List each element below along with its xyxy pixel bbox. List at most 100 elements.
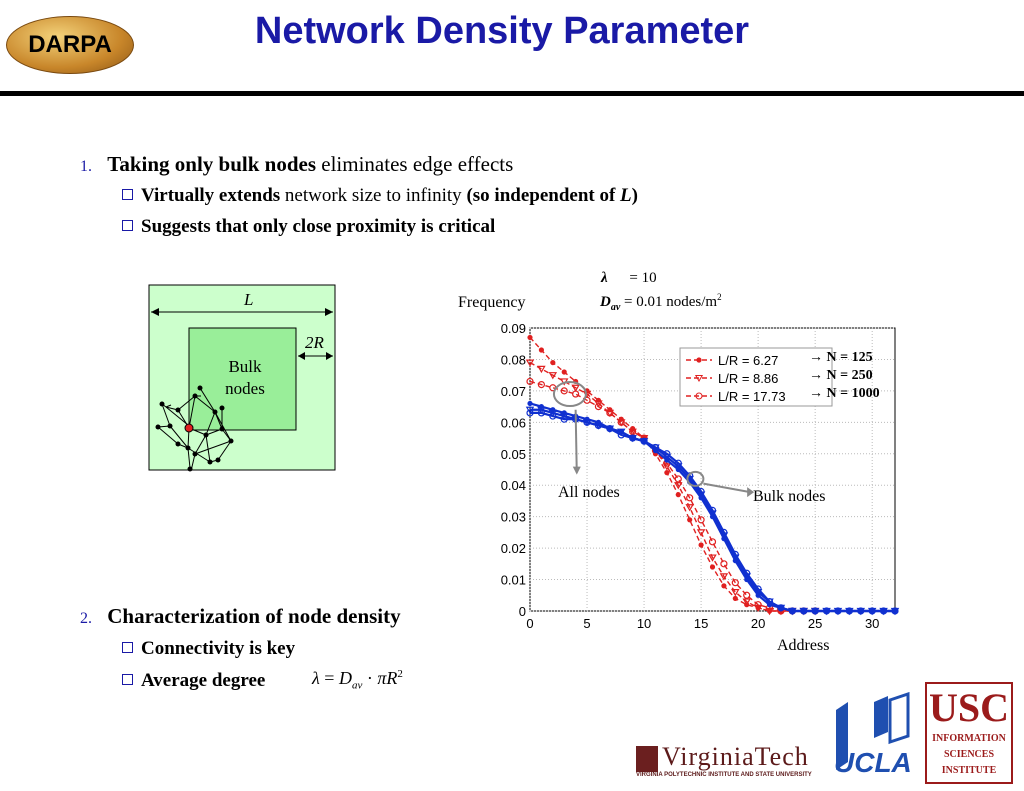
data-point (857, 607, 865, 615)
sub1-rest: network size to infinity (280, 185, 467, 206)
virginia-tech-logo: VirginiaTech (662, 742, 809, 771)
bullet-1-sub-1: Virtually extends network size to infini… (122, 185, 638, 207)
data-point (765, 597, 774, 606)
data-point (617, 431, 625, 439)
formula-eq: = (324, 668, 335, 688)
y-tick-label: 0.09 (501, 321, 526, 336)
y-tick-label: 0.01 (501, 573, 526, 588)
all-nodes-annotation: All nodes (558, 484, 620, 501)
data-point (527, 334, 533, 341)
square-bullet-icon (122, 642, 133, 653)
x-tick-label: 10 (637, 616, 651, 631)
L-arrowhead-left (151, 308, 159, 316)
data-point (685, 504, 694, 512)
darpa-logo: DARPA (6, 16, 134, 74)
series-line (529, 380, 816, 612)
virginia-tech-shield-icon (636, 746, 658, 772)
data-point (606, 425, 614, 433)
bulk-area (188, 327, 297, 431)
data-point (708, 506, 717, 514)
density-param: Dav = 0.01 nodes/m2 (600, 292, 722, 313)
x-tick-label: 20 (751, 616, 765, 631)
data-point (571, 384, 580, 392)
data-point (743, 591, 751, 599)
data-point (550, 359, 556, 366)
data-point (697, 487, 705, 496)
bullet-2: 2. Characterization of node density (80, 604, 401, 629)
data-point (732, 595, 738, 602)
square-bullet-icon (122, 220, 133, 231)
formula-dot: · (366, 668, 373, 688)
data-point (800, 607, 808, 615)
N-labels: → N = 125 → N = 250 → N = 1000 (809, 349, 880, 403)
y-tick-label: 0 (519, 604, 526, 619)
data-point (698, 542, 704, 548)
graph-nodes (155, 385, 234, 472)
data-point (811, 607, 819, 615)
n250-label: → N = 250 (809, 368, 873, 383)
data-point (617, 418, 625, 426)
b2-sub2-text: Average degree (141, 670, 266, 691)
bullet-1: 1. Taking only bulk nodes eliminates edg… (80, 152, 513, 177)
legend-marker (695, 392, 703, 400)
sub1-bold: Virtually extends (141, 185, 281, 206)
lambda-param: λ = 10 (601, 270, 657, 287)
series-line (530, 411, 895, 613)
usc-line-2: SCIENCES (943, 749, 995, 760)
legend-label: L/R = 6.27 (718, 353, 778, 368)
data-point (720, 560, 728, 568)
data-point (561, 410, 567, 416)
data-point (754, 585, 762, 593)
legend-label: L/R = 17.73 (718, 389, 786, 404)
usc-line-1: INFORMATION (932, 733, 1006, 744)
data-point (720, 528, 728, 536)
n1000-label: → N = 1000 (809, 386, 880, 401)
title-divider (0, 91, 1024, 96)
formula-sq: 2 (397, 668, 403, 680)
data-point (845, 607, 853, 615)
data-point (527, 400, 533, 407)
data-point (594, 421, 603, 430)
x-tick-label: 5 (583, 616, 590, 631)
data-point (697, 516, 705, 524)
formula-pi: π (377, 668, 387, 688)
all-nodes-arrowhead (572, 466, 581, 475)
bullet-1-rest: eliminates edge effects (316, 152, 514, 176)
virginia-tech-subtitle: VIRGINIA POLYTECHNIC INSTITUTE AND STATE… (636, 772, 812, 778)
bullet-2-number: 2. (80, 610, 92, 627)
sub1-close: ) (631, 185, 638, 206)
data-point (560, 387, 568, 395)
reference-node (184, 423, 194, 433)
bulk-label-line1: Bulk (228, 357, 262, 376)
sub1-paren: (so independent of (466, 185, 621, 206)
ucla-logo-text: UCLA (834, 747, 912, 778)
data-point (721, 583, 727, 589)
bullet-2-sub-1: Connectivity is key (122, 638, 295, 660)
data-point (606, 409, 614, 417)
dav-sup: 2 (717, 292, 722, 302)
2R-arrowhead-right (326, 352, 333, 360)
L-arrowhead-right (325, 308, 333, 316)
bulk-nodes-annotation: Bulk nodes (753, 488, 826, 505)
n125-text: N = 125 (826, 350, 873, 365)
data-point (788, 607, 796, 615)
data-point (595, 397, 602, 403)
data-point (538, 404, 545, 410)
data-point (525, 359, 535, 367)
sub2-text: Suggests that only close proximity is cr… (141, 216, 496, 237)
data-point (731, 589, 740, 597)
data-point (572, 390, 580, 398)
frequency-chart: 0 0.01 0.02 0.03 0.04 0.05 0.06 0.07 0.08 0.09 0 5 1… (501, 321, 900, 631)
average-degree-formula: λ = Dav · πR2 (312, 668, 403, 692)
lambda-value: = 10 (629, 270, 657, 286)
bulk-nodes-highlight (686, 470, 705, 487)
2R-arrowhead-left (298, 352, 305, 360)
square-bullet-icon (122, 189, 133, 200)
data-point (674, 482, 683, 490)
data-point (742, 598, 751, 606)
data-point (891, 607, 899, 615)
data-point (537, 380, 546, 389)
data-point (526, 377, 534, 386)
square-bullet-icon (122, 674, 133, 685)
data-point (709, 564, 716, 570)
